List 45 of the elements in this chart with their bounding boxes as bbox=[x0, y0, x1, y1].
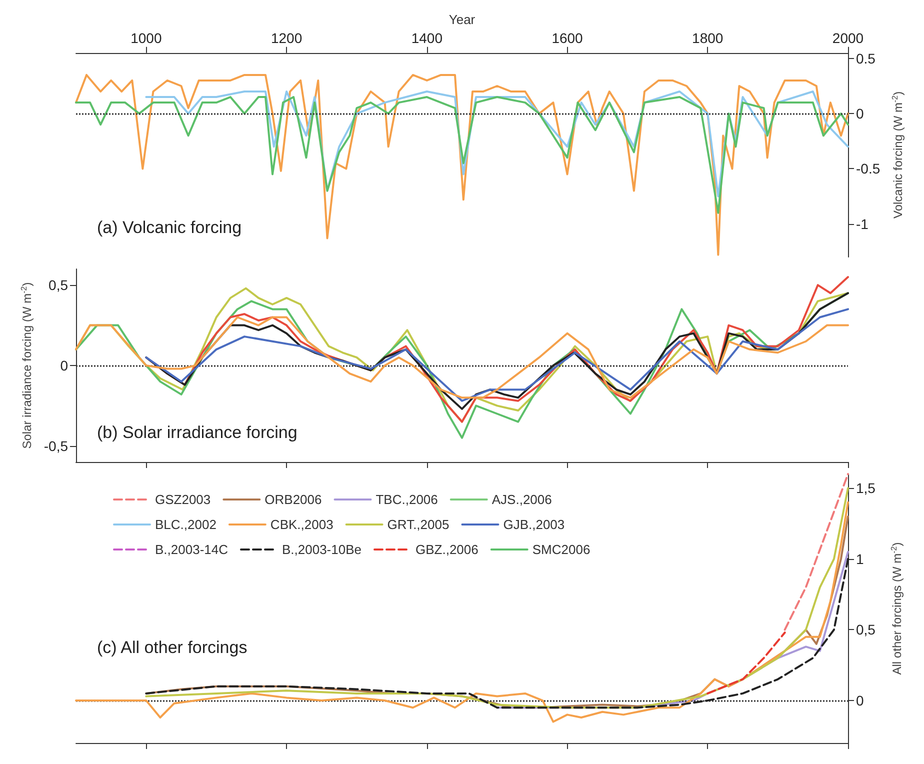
legend-label: AJS.,2006 bbox=[492, 492, 552, 507]
y2-tick-label: 0 bbox=[856, 692, 864, 709]
y-tick-label: 0,5 bbox=[48, 277, 68, 294]
y2-tick-label: 1 bbox=[856, 550, 864, 567]
y2-tick-label: -1 bbox=[856, 216, 869, 232]
line-series bbox=[75, 96, 849, 214]
legend-label: GRT.,2005 bbox=[387, 517, 450, 532]
legend-label: BLC.,2002 bbox=[155, 517, 216, 532]
legend-label: SMC2006 bbox=[532, 542, 590, 557]
legend-label: B.,2003-14C bbox=[155, 542, 228, 557]
line-series bbox=[145, 558, 849, 709]
line-series bbox=[145, 308, 849, 402]
line-series bbox=[145, 292, 849, 410]
legend-label: ORB2006 bbox=[264, 492, 322, 507]
x-tick-label: 1000 bbox=[130, 30, 162, 46]
x-tick-label: 1200 bbox=[270, 30, 302, 46]
line-series bbox=[784, 473, 849, 631]
text: (a) Volcanic forcing bbox=[97, 218, 242, 237]
y2-tick-label: 1,5 bbox=[856, 480, 876, 496]
legend-label: GSZ2003 bbox=[155, 492, 211, 507]
line-series bbox=[706, 632, 786, 694]
y2-axis-title: Volcanic forcing (W m-2) bbox=[890, 91, 906, 219]
y2-tick-label: 0.5 bbox=[856, 50, 876, 66]
text: (c) All other forcings bbox=[97, 638, 248, 657]
y-tick-label: 0 bbox=[60, 358, 68, 374]
line-series bbox=[75, 316, 849, 399]
x-tick-label: 1600 bbox=[552, 30, 584, 46]
y2-axis-title: All other forcings (W m-2) bbox=[890, 542, 904, 675]
x-tick-label: 1800 bbox=[692, 30, 724, 46]
x-tick-label: 2000 bbox=[832, 30, 864, 46]
legend-label: TBC.,2006 bbox=[376, 492, 438, 507]
y2-tick-label: -0.5 bbox=[856, 160, 880, 177]
legend-label: GJB.,2003 bbox=[503, 517, 565, 532]
legend-label: GBZ.,2006 bbox=[415, 542, 478, 557]
y-axis-title: Solar irradiance forcing (W m-2) bbox=[19, 282, 34, 449]
legend-label: B.,2003-10Be bbox=[282, 542, 362, 557]
y2-tick-label: 0 bbox=[856, 106, 864, 122]
text: (b) Solar irradiance forcing bbox=[97, 423, 298, 442]
x-axis-title: Year bbox=[448, 12, 476, 27]
line-series bbox=[145, 90, 849, 198]
line-series bbox=[75, 74, 849, 256]
legend-label: CBK.,2003 bbox=[270, 517, 334, 532]
y2-tick-label: 0,5 bbox=[856, 622, 876, 638]
y-tick-label: -0,5 bbox=[44, 438, 68, 454]
x-tick-label: 1400 bbox=[411, 30, 443, 46]
